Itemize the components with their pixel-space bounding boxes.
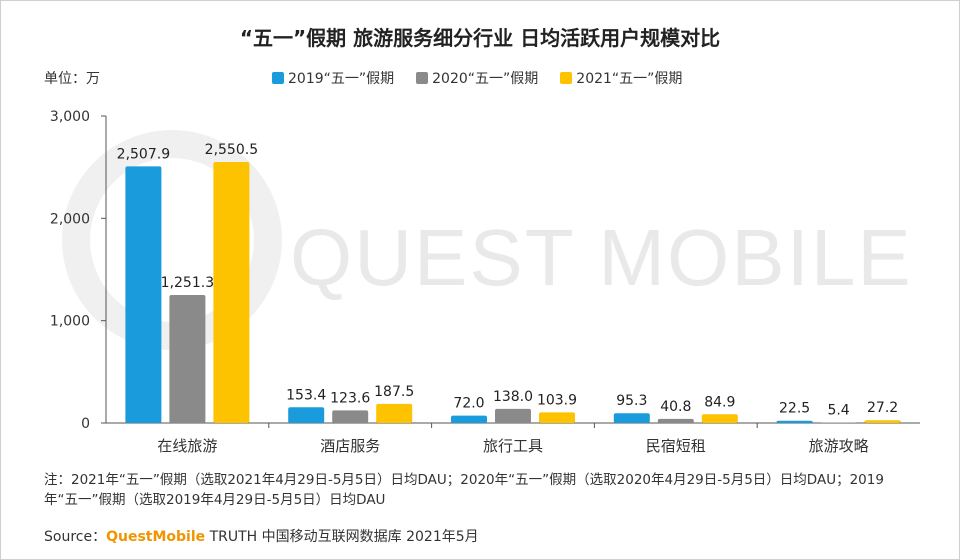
x-category-label: 旅行工具 (483, 437, 543, 455)
data-label: 123.6 (330, 390, 370, 406)
data-label: 187.5 (374, 384, 414, 400)
data-label: 27.2 (867, 400, 898, 416)
data-label: 95.3 (616, 393, 647, 409)
y-tick-label: 2,000 (50, 211, 90, 227)
x-category-label: 旅游攻略 (809, 437, 869, 455)
data-label: 72.0 (453, 396, 484, 412)
data-label: 1,251.3 (161, 275, 214, 291)
y-tick-label: 1,000 (50, 314, 90, 330)
bar (539, 412, 575, 423)
legend-item-2019: 2019“五一”假期 (272, 68, 394, 88)
source-suffix: TRUTH 中国移动互联网数据库 2021年5月 (205, 529, 479, 545)
data-label: 138.0 (493, 389, 533, 405)
x-axis: 在线旅游 酒店服务 旅行工具 民宿短租 旅游攻略 (106, 422, 920, 455)
footnote: 注：2021年“五一”假期（选取2021年4月29日-5月5日）日均DAU；20… (44, 472, 884, 508)
bar (332, 410, 369, 423)
bar (820, 422, 857, 423)
x-category-label: 在线旅游 (157, 437, 217, 455)
data-label: 40.8 (660, 399, 691, 415)
data-label: 5.4 (827, 402, 849, 418)
bars (125, 161, 901, 424)
bar (776, 420, 813, 423)
bar (864, 420, 901, 423)
legend-swatch-2019 (272, 72, 284, 84)
y-tick-label: 0 (81, 416, 90, 432)
x-category-label: 民宿短租 (646, 437, 706, 455)
data-label: 84.9 (704, 394, 735, 410)
source-brand: QuestMobile (106, 529, 206, 545)
x-category-label: 酒店服务 (320, 437, 380, 455)
legend-label-2021: 2021“五一”假期 (576, 71, 683, 87)
bar (288, 407, 325, 423)
bar (376, 403, 413, 423)
y-tick-label: 3,000 (50, 109, 90, 125)
legend-label-2020: 2020“五一”假期 (432, 71, 539, 87)
watermark-text: QUEST MOBILE (290, 213, 913, 302)
source-line: Source：QuestMobile TRUTH 中国移动互联网数据库 2021… (44, 526, 479, 546)
y-axis: 0 1,000 2,000 3,000 (50, 109, 107, 432)
bar (125, 166, 162, 424)
data-label: 22.5 (779, 401, 810, 417)
data-labels: 2,507.9 1,251.3 2,550.5 153.4 123.6 187.5 72.0… (117, 142, 899, 418)
bar (701, 414, 738, 423)
unit-label: 单位：万 (44, 71, 100, 87)
bar (613, 413, 650, 423)
legend-swatch-2020 (416, 72, 429, 84)
legend-label-2019: 2019“五一”假期 (288, 71, 395, 87)
chart-title: “五一”假期 旅游服务细分行业 日均活跃用户规模对比 (239, 26, 721, 50)
bar (213, 161, 250, 423)
data-label: 153.4 (286, 387, 326, 403)
bar (657, 418, 694, 423)
source-prefix: Source： (44, 529, 107, 545)
bar (495, 408, 531, 423)
legend-item-2020: 2020“五一”假期 (416, 68, 538, 88)
data-label: 2,550.5 (205, 142, 258, 158)
chart-legend: 2019“五一”假期 2020“五一”假期 2021“五一”假期 (272, 68, 682, 88)
data-label: 103.9 (537, 392, 577, 408)
data-label: 2,507.9 (117, 146, 170, 162)
legend-item-2021: 2021“五一”假期 (560, 68, 682, 88)
bar (451, 415, 487, 423)
legend-swatch-2021 (560, 72, 573, 84)
bar (169, 294, 206, 423)
